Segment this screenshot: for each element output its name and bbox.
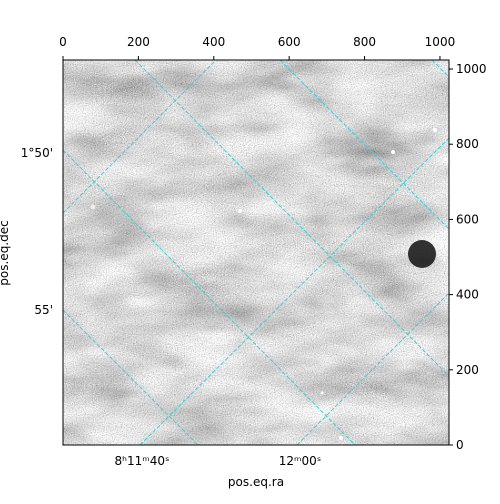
dec-tick-label: 55' (34, 303, 53, 317)
y-tick-label: 0 (456, 438, 464, 452)
x-tick-label: 600 (278, 35, 301, 49)
x-tick-label: 400 (202, 35, 225, 49)
y-tick-label: 800 (456, 137, 479, 151)
ra-tick-label: 12ᵐ00ˢ (279, 454, 322, 468)
dec-tick-label: 1°50' (21, 146, 53, 160)
image (63, 60, 449, 445)
x-tick-label: 200 (127, 35, 150, 49)
ra-tick-label: 8ʰ11ᵐ40ˢ (115, 454, 170, 468)
y-tick-label: 600 (456, 212, 479, 226)
world-grid (63, 60, 449, 445)
x-axis-label: pos.eq.ra (228, 475, 284, 489)
x-tick-label: 800 (353, 35, 376, 49)
plot-frame (62, 59, 450, 446)
y-tick-label: 200 (456, 363, 479, 377)
y-axis-label: pos.eq.dec (0, 220, 11, 285)
y-tick-label: 1000 (456, 62, 487, 76)
x-tick-label: 1000 (425, 35, 456, 49)
x-tick-label: 0 (59, 35, 67, 49)
y-tick-label: 400 (456, 288, 479, 302)
